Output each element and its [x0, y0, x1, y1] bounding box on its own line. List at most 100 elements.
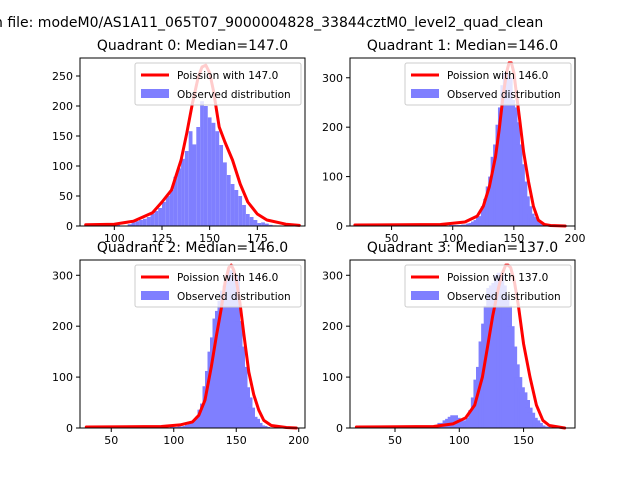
axes-frame	[349, 259, 576, 429]
hist-bar	[131, 222, 136, 226]
y-tick-label: 100	[52, 371, 73, 384]
hist-bar	[207, 117, 212, 226]
hist-bar	[261, 222, 265, 226]
hist-bar	[154, 211, 159, 226]
hist-bar	[184, 151, 189, 226]
x-tick-label: 100	[449, 434, 470, 447]
y-tick-label: 100	[322, 171, 343, 184]
x-tick-label: 150	[503, 232, 524, 245]
x-tick-label: 150	[199, 232, 220, 245]
y-tick-label: 300	[322, 269, 343, 282]
subplot-title: Quadrant 3: Median=137.0	[367, 240, 558, 256]
x-tick-label: 100	[442, 232, 463, 245]
y-tick-label: 50	[59, 190, 73, 203]
legend-patch-swatch	[411, 291, 439, 300]
hist-bar	[253, 220, 258, 226]
x-tick-label: 50	[385, 232, 399, 245]
hist-bar	[177, 426, 185, 428]
figure-title: n file: modeM0/AS1A11_065T07_9000004828_…	[0, 15, 543, 31]
subplot-title: Quadrant 0: Median=147.0	[97, 38, 288, 54]
hist-bar	[196, 127, 201, 226]
y-tick-label: 0	[336, 220, 343, 233]
hist-bar	[127, 224, 132, 226]
hist-bar	[169, 190, 174, 226]
hist-bar	[116, 224, 121, 226]
y-tick-label: 0	[66, 220, 73, 233]
hist-bar	[181, 158, 185, 226]
x-tick-label: 100	[104, 232, 125, 245]
legend-label-hist: Observed distribution	[177, 89, 291, 101]
hist-bar	[245, 214, 250, 226]
legend-label-fit: Poission with 147.0	[177, 70, 278, 82]
hist-bar	[170, 426, 178, 428]
axes-frame	[79, 57, 306, 227]
subplot-title: Quadrant 2: Median=146.0	[97, 240, 288, 256]
hist-bar	[203, 106, 208, 226]
x-tick-label: 200	[565, 232, 586, 245]
x-tick-label: 50	[104, 434, 118, 447]
hist-bar	[264, 223, 269, 226]
subplot-title: Quadrant 1: Median=146.0	[367, 38, 558, 54]
legend-label-fit: Poission with 146.0	[447, 70, 548, 82]
hist-bar	[238, 196, 243, 226]
hist-bar	[215, 131, 220, 226]
y-tick-label: 200	[52, 320, 73, 333]
legend-box	[134, 62, 302, 106]
hist-bar	[542, 426, 551, 428]
hist-bar	[226, 175, 231, 226]
hist-bar	[234, 190, 239, 226]
hist-bar	[257, 223, 262, 226]
x-tick-label: 100	[163, 434, 184, 447]
x-tick-label: 150	[226, 434, 247, 447]
legend-patch-swatch	[141, 291, 169, 300]
chart-2: 50 100 150 200 0 100 200 300 Poission with 146.0…	[52, 240, 309, 447]
legend-box	[404, 62, 572, 106]
hist-bar	[139, 220, 143, 226]
hist-bar	[249, 217, 254, 226]
legend-label-hist: Observed distribution	[177, 291, 291, 303]
hist-bar	[260, 425, 268, 428]
hist-bar	[219, 145, 223, 226]
y-tick-label: 300	[52, 269, 73, 282]
legend-patch-swatch	[411, 89, 439, 98]
hist-bar	[211, 122, 216, 226]
y-tick-label: 250	[52, 70, 73, 83]
hist-bar	[173, 176, 178, 226]
hist-bar	[161, 202, 166, 226]
hist-bar	[165, 196, 170, 226]
x-tick-label: 175	[247, 232, 268, 245]
hist-bar	[200, 101, 204, 226]
hist-bar	[142, 218, 147, 226]
axes-frame	[79, 259, 306, 429]
hist-bar	[230, 184, 235, 226]
y-tick-label: 200	[52, 100, 73, 113]
x-tick-label: 50	[388, 434, 402, 447]
x-tick-label: 125	[151, 232, 172, 245]
y-tick-label: 100	[52, 160, 73, 173]
hist-bar	[177, 168, 182, 226]
y-tick-label: 100	[322, 371, 343, 384]
hist-bar	[158, 208, 162, 226]
hist-bar	[242, 205, 246, 226]
hist-bar	[135, 221, 140, 226]
y-tick-label: 300	[322, 72, 343, 85]
y-tick-label: 0	[66, 422, 73, 435]
hist-bar	[223, 162, 227, 226]
y-tick-label: 200	[322, 121, 343, 134]
chart-1: 50 100 150 200 0 100 200 300 Poission with 146.0…	[322, 38, 586, 245]
hist-bar	[461, 224, 469, 226]
chart-0: 100 125 150 175 0 50 100 150 200 250 Poission with…	[52, 38, 306, 245]
legend-patch-swatch	[141, 89, 169, 98]
legend-label-hist: Observed distribution	[447, 89, 561, 101]
legend-label-fit: Poission with 137.0	[447, 272, 548, 284]
hist-bar	[146, 217, 151, 226]
hist-bar	[268, 224, 273, 226]
legend-box	[404, 264, 572, 308]
hist-bar	[192, 144, 197, 226]
y-tick-label: 0	[336, 422, 343, 435]
x-tick-label: 200	[288, 434, 309, 447]
legend-label-fit: Poission with 146.0	[177, 272, 278, 284]
legend-label-hist: Observed distribution	[447, 291, 561, 303]
x-tick-label: 150	[513, 434, 534, 447]
